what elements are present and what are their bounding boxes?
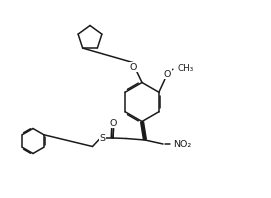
Text: CH₃: CH₃ xyxy=(178,64,194,73)
Text: S: S xyxy=(99,133,105,143)
Text: O: O xyxy=(130,63,137,71)
Text: O: O xyxy=(110,119,117,128)
Text: NO₂: NO₂ xyxy=(173,140,192,148)
Text: O: O xyxy=(164,70,171,79)
